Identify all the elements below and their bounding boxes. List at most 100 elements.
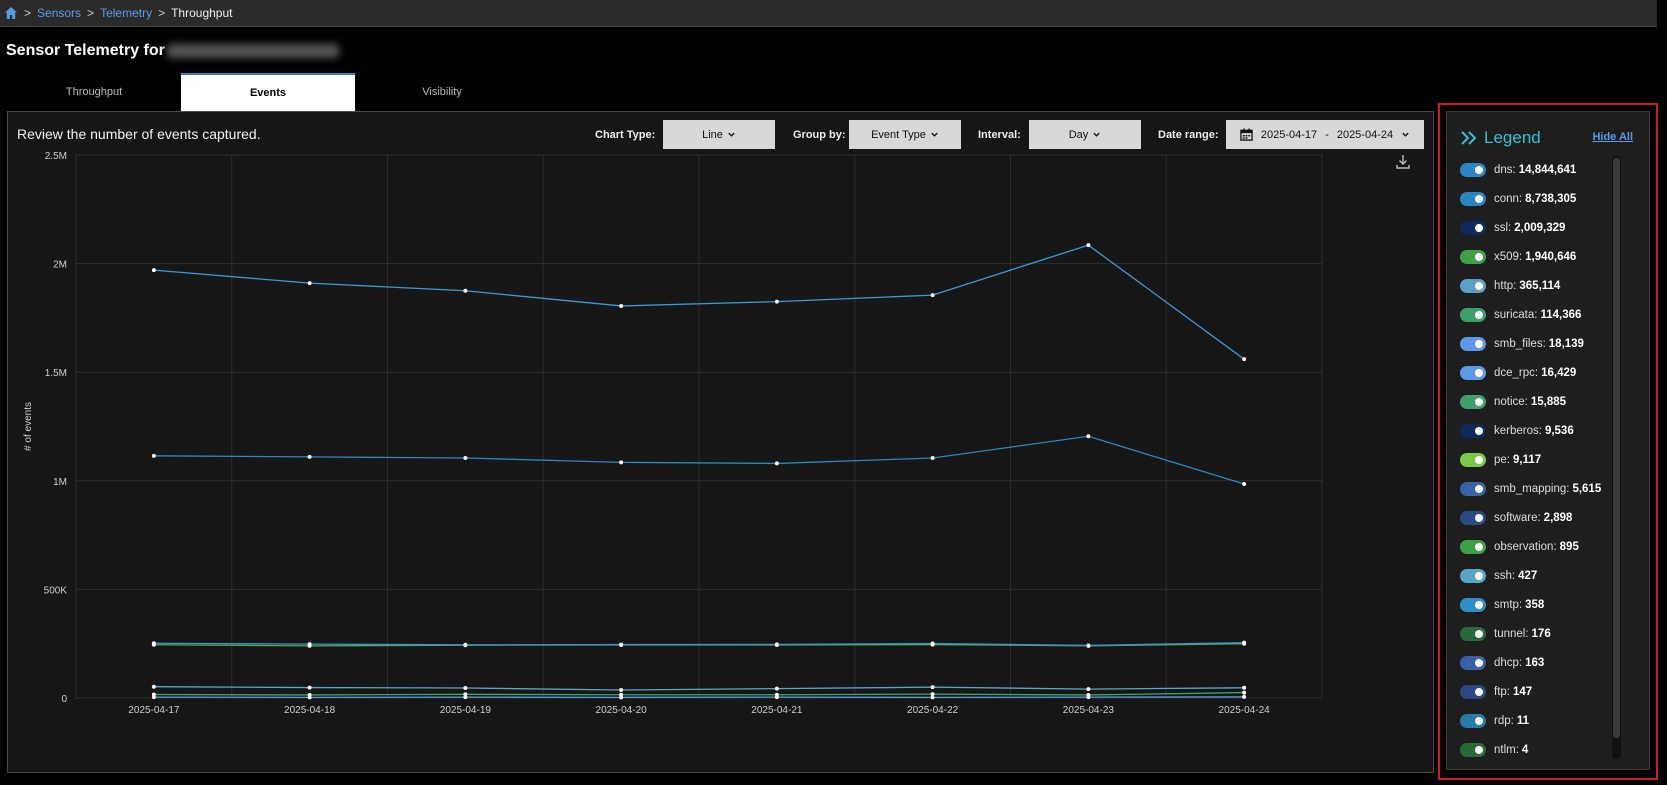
series-line-suricata [153,691,1245,696]
legend-item[interactable]: dhcp: 163 [1460,648,1620,677]
hide-all-link[interactable]: Hide All [1592,131,1633,143]
legend-list: dns: 14,844,641 conn: 8,738,305 ssl: 2,009,32… [1460,155,1620,765]
legend-toggle[interactable] [1460,713,1486,728]
group-by-dropdown[interactable]: Event Type [849,120,961,149]
x-tick-label: 2025-04-24 [1219,705,1271,716]
data-point-dns [930,293,935,298]
legend-toggle[interactable] [1460,597,1486,612]
legend-item[interactable]: observation: 895 [1460,532,1620,561]
data-point-ssl [307,642,312,647]
breadcrumb-current: Throughput [171,6,233,20]
legend-item-name: rdp: [1494,714,1514,727]
tab-visibility[interactable]: Visibility [422,86,462,98]
series-line-dns [153,244,1245,360]
legend-item[interactable]: notice: 15,885 [1460,387,1620,416]
data-point-http [307,685,312,690]
legend-item[interactable]: kerberos: 9,536 [1460,416,1620,445]
x-tick-label: 2025-04-19 [440,705,492,716]
breadcrumb-separator: > [158,6,166,20]
y-tick-label: 0 [61,694,67,705]
data-point-http [1242,685,1247,690]
data-point-dns [307,281,312,286]
legend-item-count: 2,009,329 [1514,221,1566,234]
legend-toggle[interactable] [1460,423,1486,438]
legend-item[interactable]: suricata: 114,366 [1460,300,1620,329]
legend-item-name: ftp: [1494,685,1510,698]
interval-dropdown[interactable]: Day [1029,120,1141,149]
legend-item[interactable]: x509: 1,940,646 [1460,242,1620,271]
legend-item[interactable]: dce_rpc: 16,429 [1460,358,1620,387]
home-icon[interactable] [4,6,18,20]
legend-toggle[interactable] [1460,452,1486,467]
legend-item[interactable]: ssl: 2,009,329 [1460,213,1620,242]
legend-item-count: 18,139 [1548,337,1584,350]
legend-toggle[interactable] [1460,307,1486,322]
data-point-ssl [463,642,468,647]
legend-item[interactable]: ftp: 147 [1460,677,1620,706]
legend-toggle[interactable] [1460,568,1486,583]
data-point-suricata [1086,692,1091,697]
redacted-sensor-name [166,43,339,58]
breadcrumb-link-telemetry[interactable]: Telemetry [100,6,153,20]
legend-item[interactable]: conn: 8,738,305 [1460,184,1620,213]
legend-toggle[interactable] [1460,539,1486,554]
legend-toggle[interactable] [1460,684,1486,699]
x-tick-label: 2025-04-18 [284,705,336,716]
legend-item-count: 15,885 [1530,395,1567,408]
legend-item[interactable]: rdp: 11 [1460,706,1620,735]
data-point-conn [1242,482,1247,487]
legend-toggle[interactable] [1460,742,1486,757]
legend-item-count: 176 [1531,627,1551,640]
legend-item-name: http: [1494,279,1517,292]
legend-item[interactable]: tunnel: 176 [1460,619,1620,648]
legend-toggle[interactable] [1460,336,1486,351]
legend-item[interactable]: ssh: 427 [1460,561,1620,590]
legend-item[interactable]: dns: 14,844,641 [1460,155,1620,184]
legend-toggle[interactable] [1460,394,1486,409]
legend-item-count: 1,940,646 [1525,250,1577,263]
data-point-conn [774,461,779,466]
chart-type-dropdown[interactable]: Line [663,120,775,149]
events-line-chart: 0 500K 1M 1.5M 2M 2.5M 2025-04-17 2025-04-18 202… [23,151,1323,716]
legend-toggle[interactable] [1460,191,1486,206]
legend-item-count: 358 [1525,598,1545,611]
legend-item[interactable]: smb_mapping: 5,615 [1460,474,1620,503]
legend-scrollbar-thumb[interactable] [1613,158,1620,738]
legend-item[interactable]: http: 365,114 [1460,271,1620,300]
toggle-knob [1475,542,1483,551]
tab-events[interactable]: Events [181,73,355,111]
y-tick-label: 1M [53,477,67,488]
legend-toggle[interactable] [1460,626,1486,641]
legend-toggle[interactable] [1460,278,1486,293]
legend-item-count: 427 [1518,569,1538,582]
legend-toggle[interactable] [1460,162,1486,177]
date-range-picker[interactable]: 2025-04-17 - 2025-04-24 [1226,120,1424,149]
legend-item[interactable]: ntlm: 4 [1460,735,1620,764]
legend-item[interactable]: smtp: 358 [1460,590,1620,619]
legend-item-name: smtp: [1494,598,1523,611]
tab-throughput[interactable]: Throughput [65,86,123,98]
date-range-label: Date range: [1158,129,1219,141]
legend-item-count: 9,117 [1513,453,1542,466]
data-point-dns [774,299,779,304]
breadcrumb-link-sensors[interactable]: Sensors [37,6,82,20]
y-tick-label: 2.5M [45,151,67,162]
legend-item[interactable]: smb_files: 18,139 [1460,329,1620,358]
legend-toggle[interactable] [1460,249,1486,264]
legend-scrollbar[interactable] [1612,156,1621,759]
toggle-knob [1475,658,1483,667]
legend-toggle[interactable] [1460,365,1486,380]
data-point-http [619,687,624,692]
legend-item[interactable]: software: 2,898 [1460,503,1620,532]
data-point-ssl [1086,643,1091,648]
events-panel: Review the number of events captured. Ch… [7,111,1434,773]
legend-toggle[interactable] [1460,481,1486,496]
toggle-knob [1475,165,1483,174]
legend-toggle[interactable] [1460,510,1486,525]
download-icon[interactable] [1395,154,1411,170]
double-chevron-right-icon[interactable] [1460,130,1478,146]
legend-item-name: dce_rpc: [1494,366,1539,379]
legend-toggle[interactable] [1460,220,1486,235]
legend-item[interactable]: pe: 9,117 [1460,445,1620,474]
legend-toggle[interactable] [1460,655,1486,670]
